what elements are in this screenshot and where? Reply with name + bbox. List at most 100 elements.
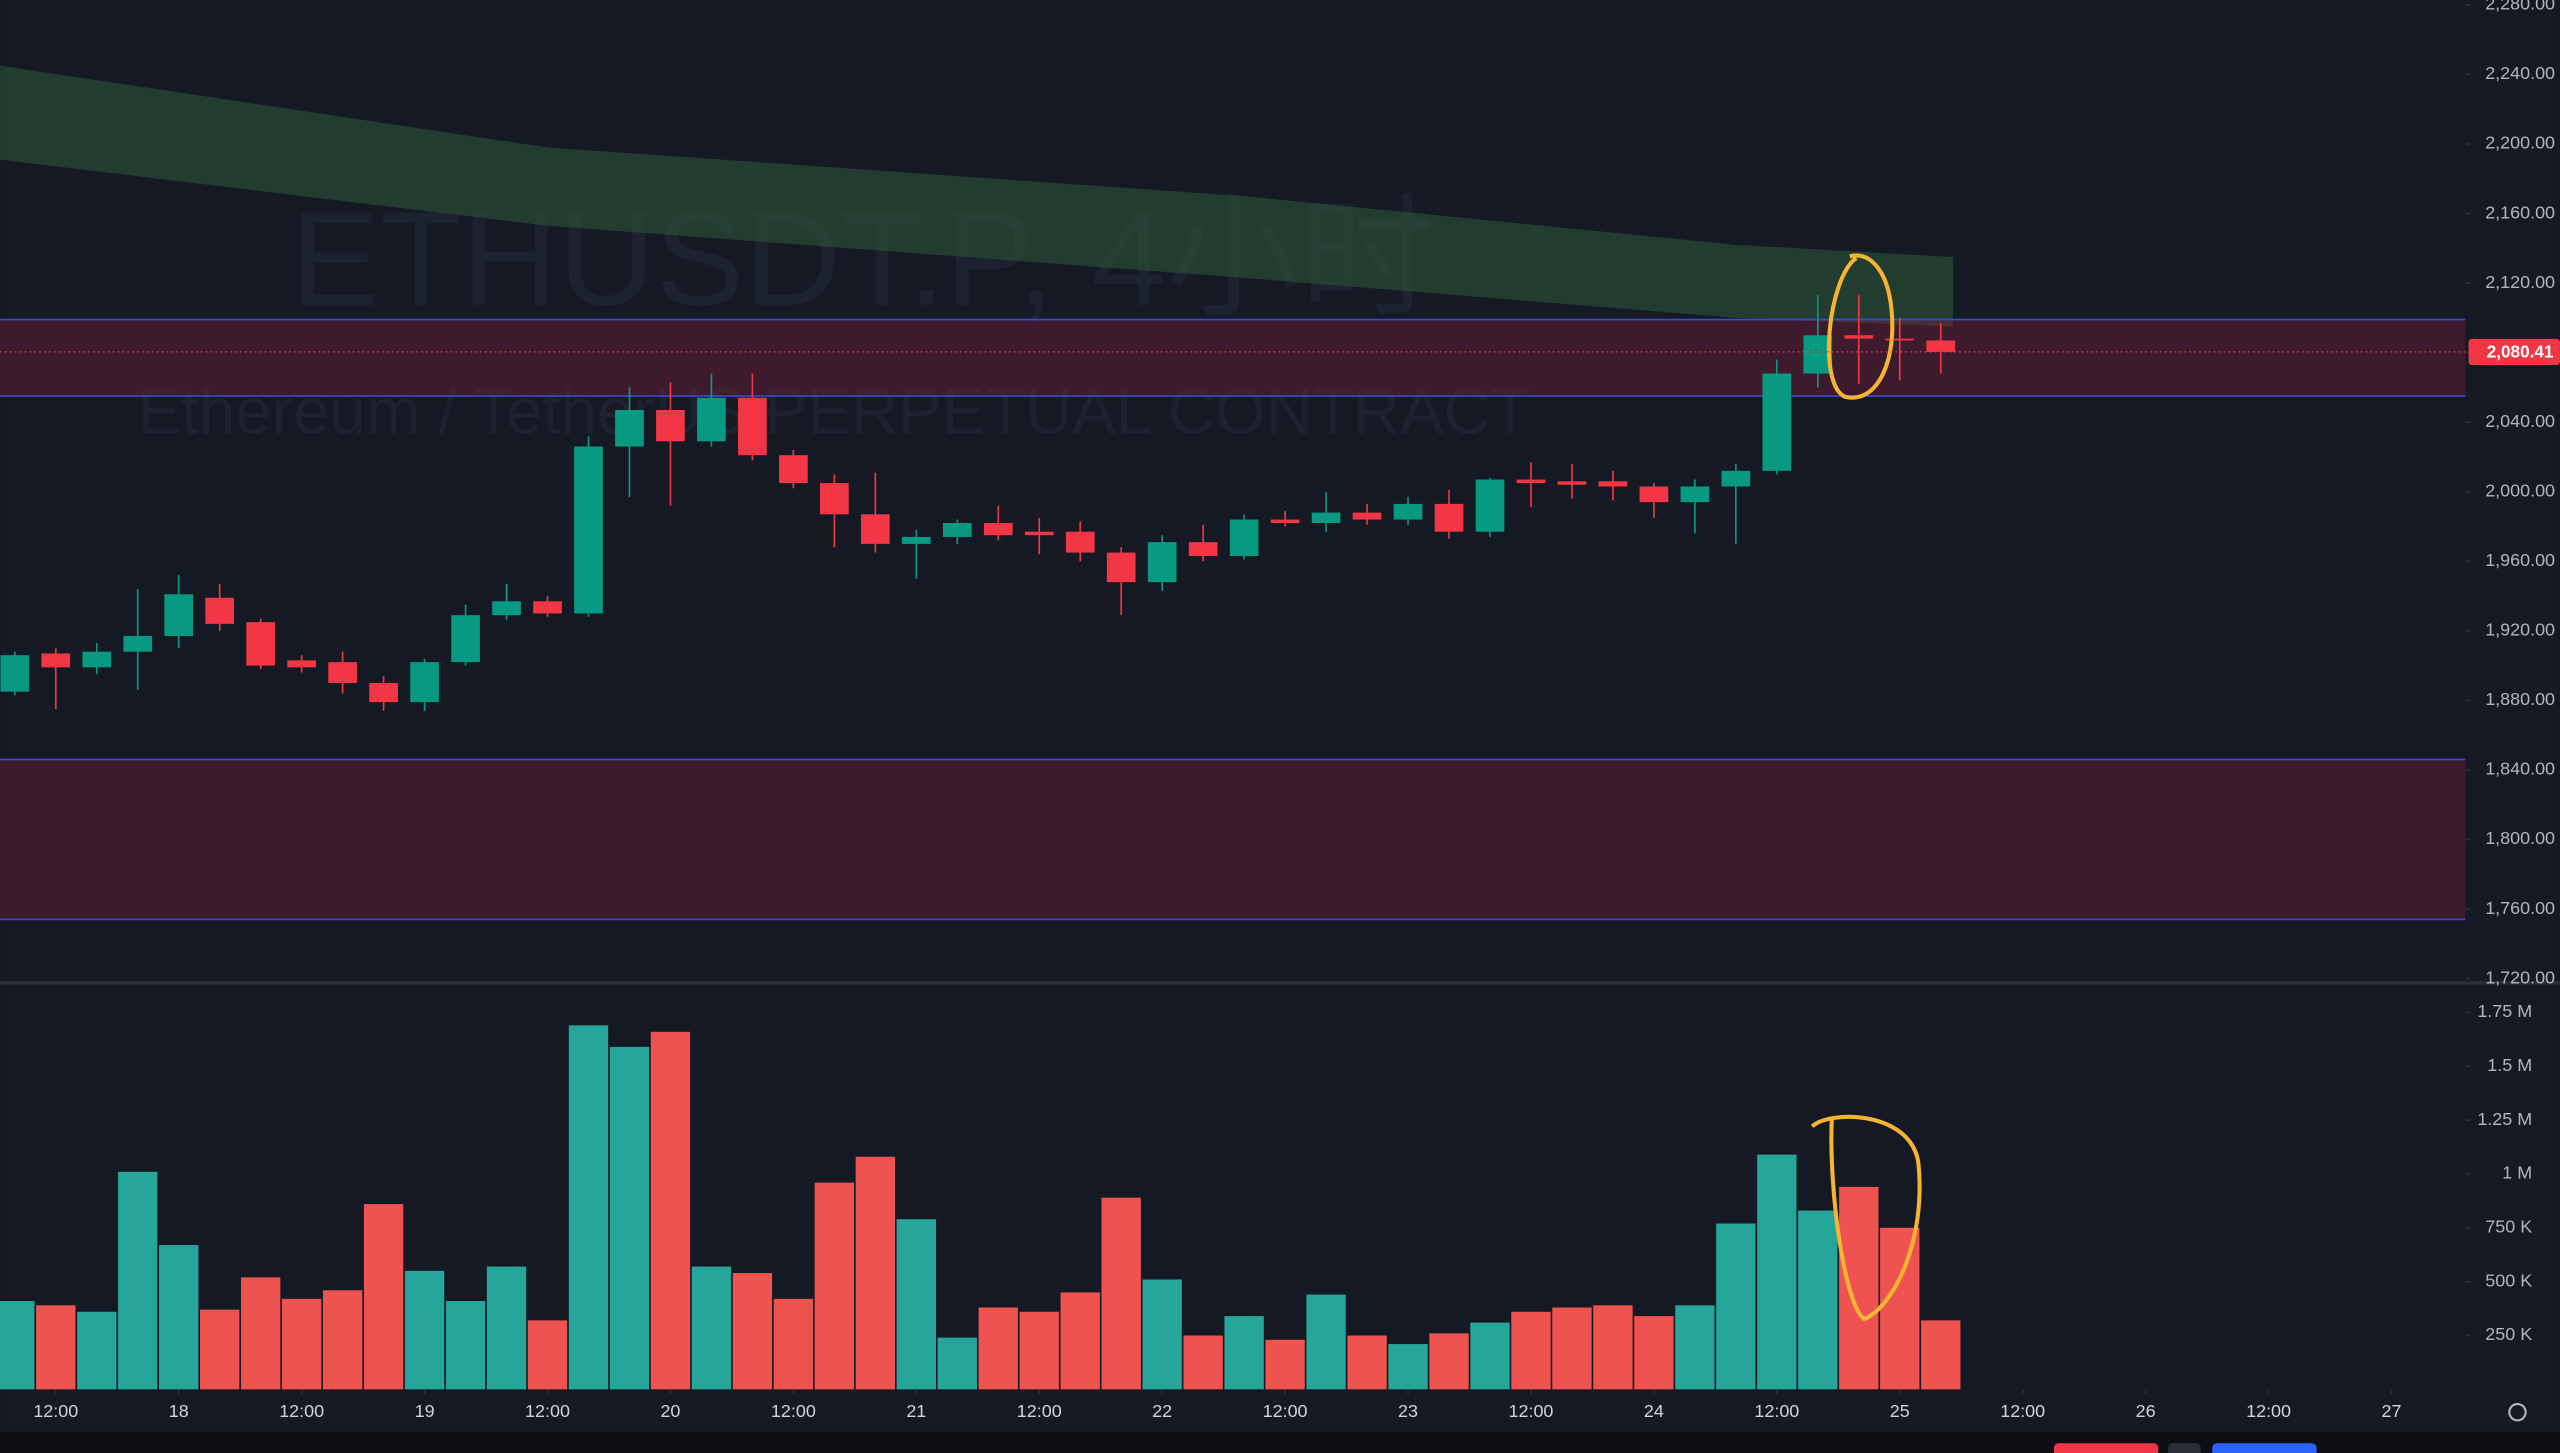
volume-bar <box>1839 1186 1879 1390</box>
annotation-circle <box>1810 1114 1922 1322</box>
watermark-subtitle: Ethereum / TetherUS PERPETUAL CONTRACT <box>137 375 1530 448</box>
candle-body <box>983 523 1013 536</box>
volume-bar <box>609 1046 650 1390</box>
volume-bar <box>1183 1335 1223 1390</box>
y-tick-label: 1.75 M <box>2477 1001 2532 1021</box>
candle-body <box>656 409 685 442</box>
volume-bar <box>1347 1335 1387 1390</box>
candle-body <box>492 601 521 616</box>
y-tick-label: 1,960.00 <box>2485 550 2555 570</box>
y-tick-label: 1 M <box>2502 1163 2532 1183</box>
volume-bar <box>937 1337 977 1390</box>
button[interactable] <box>2168 1443 2201 1453</box>
candle-body <box>533 601 562 614</box>
x-tick-label: 23 <box>1398 1401 1418 1421</box>
candle-body <box>1557 481 1587 485</box>
volume-bar <box>1798 1210 1838 1390</box>
volume-bar <box>896 1219 936 1390</box>
candle-body <box>1106 552 1136 583</box>
volume-bar <box>1265 1339 1305 1390</box>
volume-bar <box>1470 1322 1510 1390</box>
candle-body <box>1598 481 1628 487</box>
volume-bar <box>0 1301 35 1390</box>
y-tick-label: 1,720.00 <box>2485 967 2555 987</box>
x-tick-label: 24 <box>1644 1401 1664 1421</box>
x-tick-label: 12:00 <box>525 1401 570 1421</box>
volume-bar <box>568 1025 609 1390</box>
x-tick-label: 12:00 <box>2246 1401 2291 1421</box>
candle-body <box>82 651 112 668</box>
candle-body <box>1024 531 1054 536</box>
candle-body <box>1065 531 1095 553</box>
button[interactable] <box>2053 1443 2159 1453</box>
y-tick-label: 2,240.00 <box>2485 63 2555 83</box>
y-tick-label: 1,880.00 <box>2485 689 2555 709</box>
volume-bar <box>1101 1197 1141 1390</box>
candle-body <box>410 662 439 703</box>
candle-body <box>41 653 71 668</box>
x-tick-label: 12:00 <box>279 1401 324 1421</box>
candle-body <box>0 655 30 692</box>
x-tick-label: 22 <box>1152 1401 1172 1421</box>
volume-bar <box>814 1182 855 1390</box>
bottom-bar <box>0 1431 2560 1453</box>
volume-bar <box>241 1277 281 1390</box>
candle-body <box>369 682 398 703</box>
volume-bar <box>1593 1305 1633 1390</box>
y-tick-label: 1.5 M <box>2487 1055 2532 1075</box>
candle-body <box>1352 512 1382 520</box>
volume-bar <box>1675 1305 1715 1390</box>
y-tick-label: 2,200.00 <box>2485 133 2555 153</box>
volume-bar <box>1880 1227 1920 1390</box>
candle-body <box>246 622 276 666</box>
volume-bar <box>200 1309 240 1390</box>
candle-body <box>164 594 194 637</box>
candle-body <box>1188 542 1218 557</box>
y-tick-label: 1.25 M <box>2477 1109 2532 1129</box>
last-price-label: 2,080.41 <box>2487 341 2554 361</box>
candle-body <box>1393 503 1423 520</box>
volume-bar <box>1142 1279 1182 1390</box>
annotation-circle <box>1826 253 1895 400</box>
candle-body <box>1844 335 1874 339</box>
y-tick-label: 2,120.00 <box>2485 272 2555 292</box>
x-tick-label: 19 <box>415 1401 435 1421</box>
y-tick-label: 500 K <box>2485 1270 2532 1290</box>
volume-bar <box>1429 1333 1469 1390</box>
y-tick-label: 2,000.00 <box>2485 480 2555 500</box>
volume-bar <box>1306 1294 1346 1390</box>
candle-body <box>287 660 316 668</box>
settings-icon[interactable] <box>2508 1402 2527 1422</box>
zone <box>0 319 2466 397</box>
x-tick-label: 12:00 <box>2000 1401 2045 1421</box>
volume-bar <box>773 1298 814 1390</box>
candle-body <box>1926 340 1956 352</box>
candle-body <box>1311 512 1341 524</box>
candle-body <box>1270 519 1300 524</box>
volume-bar <box>1634 1316 1674 1390</box>
candle-body <box>1516 479 1546 484</box>
volume-bar <box>77 1311 117 1390</box>
x-tick-label: 12:00 <box>1263 1401 1308 1421</box>
button[interactable] <box>2212 1443 2317 1453</box>
volume-bar <box>691 1266 732 1390</box>
volume-bar <box>1757 1154 1797 1390</box>
volume-bar <box>445 1301 486 1390</box>
x-tick-label: 20 <box>660 1401 680 1421</box>
x-tick-label: 27 <box>2382 1401 2402 1421</box>
volume-bar <box>1921 1320 1961 1390</box>
candle-body <box>328 662 357 683</box>
candle-body <box>1762 373 1792 471</box>
x-tick-label: 12:00 <box>33 1401 78 1421</box>
volume-bar <box>159 1245 199 1390</box>
volume-bar <box>855 1156 896 1390</box>
volume-bar <box>1060 1292 1100 1390</box>
volume-bar <box>36 1305 76 1390</box>
candle-body <box>1475 479 1505 532</box>
x-tick-label: 12:00 <box>771 1401 816 1421</box>
candle-body <box>205 597 235 624</box>
candle-body <box>615 409 644 447</box>
candle-body <box>1721 470 1751 487</box>
